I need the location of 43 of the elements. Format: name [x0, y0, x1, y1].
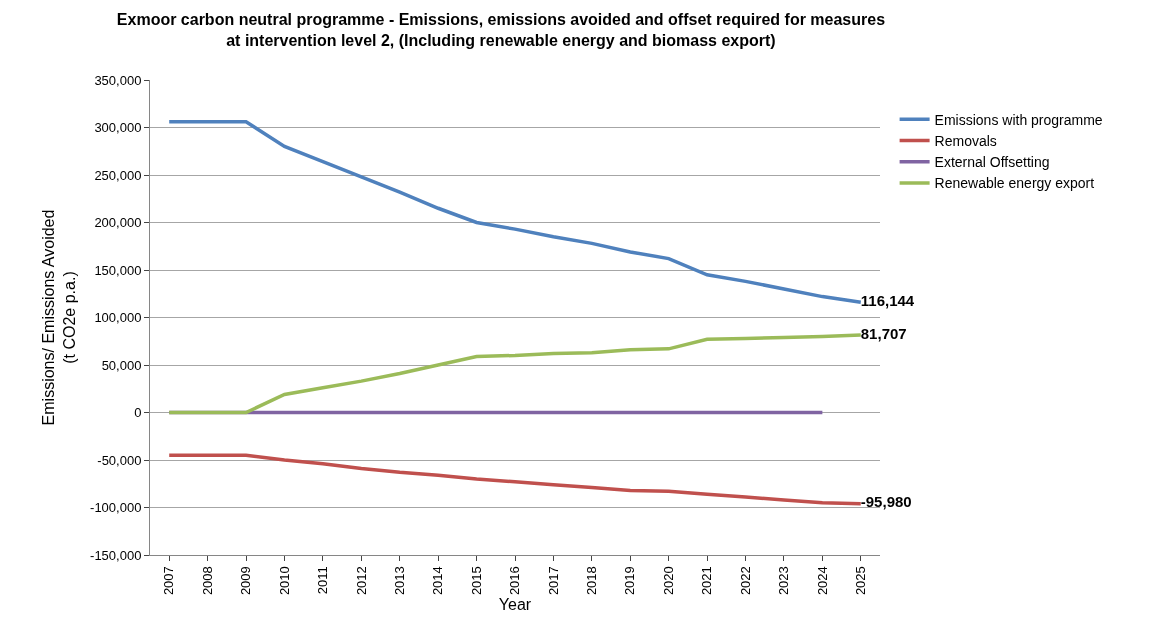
- y-tick-label: 100,000: [94, 310, 142, 326]
- line-series: [167, 333, 863, 415]
- x-tick-label: 2023: [776, 566, 792, 596]
- legend-label: External Offsetting: [934, 154, 1050, 171]
- x-tick-label: 2012: [353, 566, 369, 596]
- x-tick-label: 2017: [545, 566, 561, 596]
- data-label: -95,980: [860, 493, 912, 511]
- y-tick-label: 200,000: [94, 215, 142, 231]
- x-tick-label: 2018: [584, 566, 600, 596]
- y-tick-label: 300,000: [94, 120, 142, 136]
- x-tick-label: 2013: [391, 566, 407, 596]
- x-tick-label: 2011: [315, 566, 331, 595]
- x-tick-label: 2019: [622, 566, 638, 596]
- line-series: [167, 120, 863, 304]
- x-tick-label: 2009: [238, 566, 254, 596]
- x-tick-label: 2020: [660, 566, 676, 596]
- legend-label: Emissions with programme: [934, 111, 1103, 128]
- y-tick-label: -50,000: [97, 452, 142, 468]
- x-tick-label: 2010: [276, 566, 292, 596]
- x-tick-label: 2021: [699, 566, 715, 596]
- y-axis-title: Emissions/ Emissions Avoided (t CO2e p.a.): [40, 209, 78, 426]
- x-tick-label: 2007: [161, 566, 177, 596]
- y-tick-label: 150,000: [94, 262, 142, 278]
- y-tick-label: -150,000: [90, 547, 142, 563]
- y-tick-label: 250,000: [94, 167, 142, 183]
- data-label: 116,144: [860, 291, 915, 309]
- x-tick-label: 2015: [468, 566, 484, 596]
- chart-title: Exmoor carbon neutral programme - Emissions, emissions avoided and offset required for measures at intervention level 2, (Including renewable energy and biomass export): [116, 10, 886, 49]
- x-axis-title: Year: [498, 595, 532, 613]
- x-tick-label: 2022: [737, 566, 753, 596]
- legend-label: Removals: [934, 133, 997, 150]
- legend-label: Renewable energy export: [934, 175, 1095, 192]
- data-label: 81,707: [860, 324, 907, 342]
- y-tick-label: -100,000: [90, 500, 142, 516]
- x-tick-label: 2008: [199, 566, 215, 596]
- y-tick-label: 0: [134, 405, 142, 421]
- x-tick-label: 2025: [853, 566, 869, 596]
- y-tick-label: 50,000: [101, 357, 142, 373]
- y-tick-label: 350,000: [94, 72, 142, 88]
- line-series: [167, 453, 863, 506]
- x-tick-label: 2024: [814, 566, 830, 596]
- x-tick-label: 2014: [430, 566, 446, 596]
- x-tick-label: 2016: [507, 566, 523, 596]
